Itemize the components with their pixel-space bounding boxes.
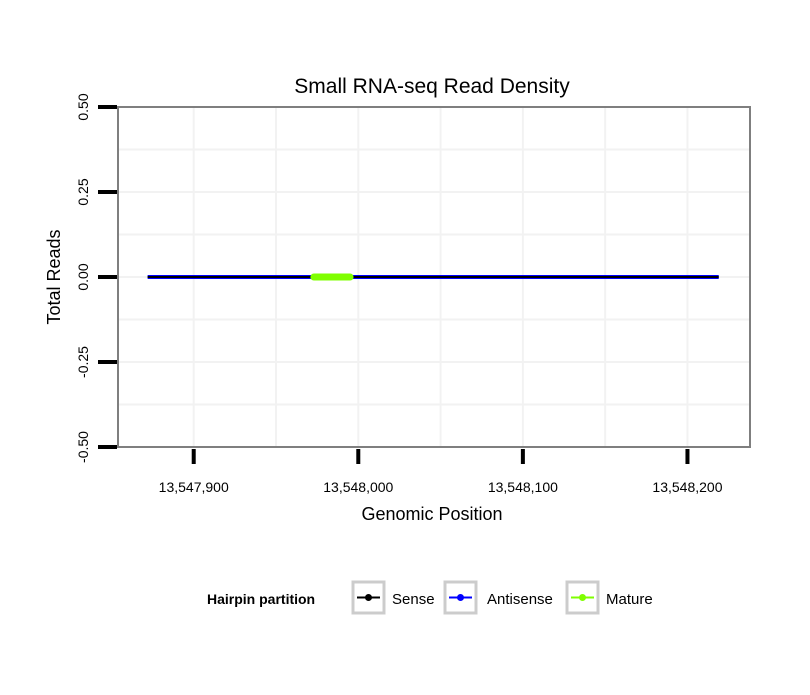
legend-label-antisense: Antisense [487,591,553,608]
legend-label-sense: Sense [392,591,435,608]
y-tick-label: -0.25 [75,346,91,378]
legend-marker-sense [365,594,372,601]
y-tick-label: 0.00 [75,263,91,290]
legend-marker-antisense [457,594,464,601]
y-tick-label: 0.25 [75,178,91,205]
legend-marker-mature [579,594,586,601]
legend-title: Hairpin partition [207,591,315,607]
legend-label-mature: Mature [606,591,653,608]
plot-border [117,106,751,448]
y-tick-label: -0.50 [75,431,91,463]
x-tick-label: 13,548,000 [323,479,393,495]
chart-title: Small RNA-seq Read Density [294,75,570,98]
x-tick-label: 13,548,200 [652,479,722,495]
x-tick-label: 13,548,100 [488,479,558,495]
x-axis-label: Genomic Position [361,504,502,524]
y-tick-label: 0.50 [75,93,91,120]
x-tick-label: 13,547,900 [159,479,229,495]
legend: Hairpin partition Sense Antisense Mature [207,580,653,615]
y-axis-label: Total Reads [44,229,64,324]
